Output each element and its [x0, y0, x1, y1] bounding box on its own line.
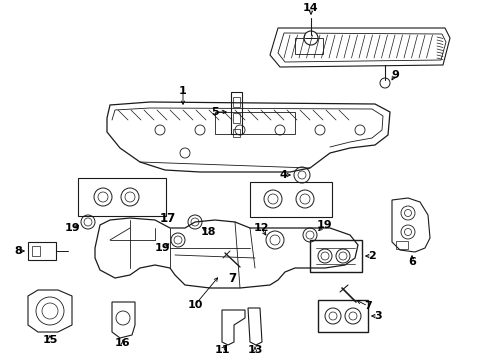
Bar: [232, 113, 240, 123]
Bar: [317, 300, 367, 332]
Text: 17: 17: [160, 212, 176, 225]
Text: 16: 16: [115, 338, 131, 348]
Circle shape: [304, 31, 317, 45]
Text: 12: 12: [253, 223, 268, 233]
Text: 18: 18: [200, 227, 215, 237]
Bar: [215, 112, 294, 134]
Text: 7: 7: [227, 271, 236, 284]
Text: 5: 5: [211, 107, 218, 117]
Bar: [32, 246, 40, 256]
Text: 11: 11: [214, 345, 229, 355]
Text: 8: 8: [14, 246, 22, 256]
Bar: [232, 97, 240, 107]
Bar: [232, 129, 240, 137]
Bar: [78, 178, 165, 216]
Bar: [294, 38, 323, 54]
Text: 19: 19: [317, 220, 332, 230]
Text: 4: 4: [279, 170, 286, 180]
Bar: [249, 182, 331, 217]
Bar: [309, 240, 361, 272]
Text: 10: 10: [187, 300, 202, 310]
Text: 9: 9: [390, 70, 398, 80]
Text: 7: 7: [364, 301, 371, 311]
Text: 13: 13: [247, 345, 262, 355]
Text: 6: 6: [407, 257, 415, 267]
Text: 1: 1: [179, 86, 186, 96]
Bar: [230, 92, 242, 134]
Circle shape: [379, 78, 389, 88]
Text: 19: 19: [154, 243, 169, 253]
Text: 3: 3: [373, 311, 381, 321]
Text: 19: 19: [64, 223, 80, 233]
Text: 14: 14: [303, 3, 318, 13]
Text: 2: 2: [367, 251, 375, 261]
Text: 15: 15: [42, 335, 58, 345]
Bar: [395, 241, 407, 249]
Bar: [28, 242, 56, 260]
